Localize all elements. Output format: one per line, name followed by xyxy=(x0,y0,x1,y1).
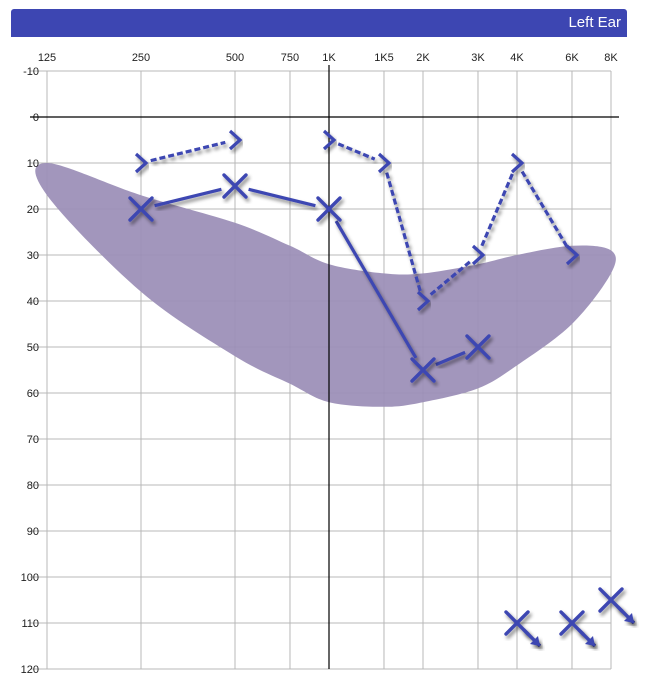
x-marker xyxy=(465,334,491,360)
x-tick-label: 250 xyxy=(132,52,150,64)
y-tick-label: 70 xyxy=(27,434,39,446)
series-line-segment xyxy=(337,142,376,161)
series-line-segment xyxy=(385,172,422,292)
shaded-region-group xyxy=(35,163,616,407)
no-response-arrowhead xyxy=(624,613,634,623)
x-tick-label: 1K5 xyxy=(374,52,394,64)
bone-conduction-marker xyxy=(228,129,243,151)
bone-conduction-marker xyxy=(416,290,431,312)
x-tick-label: 500 xyxy=(226,52,244,64)
y-tick-label: -10 xyxy=(23,66,39,78)
series-line-segment xyxy=(480,171,515,247)
no-response-arrowhead xyxy=(530,636,540,646)
bone-conduction-marker xyxy=(471,244,486,266)
series-line-segment xyxy=(520,170,569,248)
x-tick-label: 4K xyxy=(510,52,524,64)
axes: 125 250 500 750 1K 1K5 2K 3K 4K 6K 8K -10 0 10 20 30 40 5… xyxy=(21,52,619,673)
y-tick-label: 110 xyxy=(21,618,39,630)
x-tick-label: 8K xyxy=(604,52,618,64)
shaded-region xyxy=(35,163,616,407)
x-tick-label: 2K xyxy=(416,52,430,64)
y-tick-label: 90 xyxy=(27,526,39,538)
series-line-segment xyxy=(248,187,316,208)
series-lines xyxy=(150,138,569,367)
y-tick-label: 80 xyxy=(27,480,39,492)
x-tick-label: 125 xyxy=(38,52,56,64)
y-tick-label: 0 xyxy=(33,112,39,124)
series-line-segment xyxy=(154,187,222,208)
series-line-segment xyxy=(435,350,466,367)
y-tick-label: 10 xyxy=(27,158,39,170)
y-tick-label: 50 xyxy=(27,342,39,354)
bone-conduction-marker xyxy=(134,152,149,174)
y-tick-label: 60 xyxy=(27,388,39,400)
y-tick-label: 20 xyxy=(27,204,39,216)
x-tick-label: 1K xyxy=(322,52,336,64)
series-line-segment xyxy=(334,220,418,359)
ear-title: Left Ear xyxy=(568,14,621,31)
bone-conduction-marker xyxy=(322,129,337,151)
x-tick-label: 750 xyxy=(281,52,299,64)
bone-conduction-marker xyxy=(377,152,392,174)
series-line-segment xyxy=(150,140,226,163)
no-response-arrowhead xyxy=(584,636,595,646)
y-tick-label: 40 xyxy=(27,296,39,308)
y-tick-label: 100 xyxy=(21,572,39,584)
series-marks xyxy=(128,129,636,648)
x-tick-label: 6K xyxy=(565,52,579,64)
x-tick-label: 3K xyxy=(471,52,485,64)
y-tick-label: 120 xyxy=(21,664,39,673)
x-marker xyxy=(128,196,154,222)
bone-conduction-marker xyxy=(565,244,580,266)
bone-conduction-marker xyxy=(510,152,525,174)
y-tick-label: 30 xyxy=(27,250,39,262)
x-marker xyxy=(410,357,436,383)
ear-header: Left Ear xyxy=(11,9,627,37)
x-marker xyxy=(222,173,248,199)
x-marker xyxy=(316,196,342,222)
